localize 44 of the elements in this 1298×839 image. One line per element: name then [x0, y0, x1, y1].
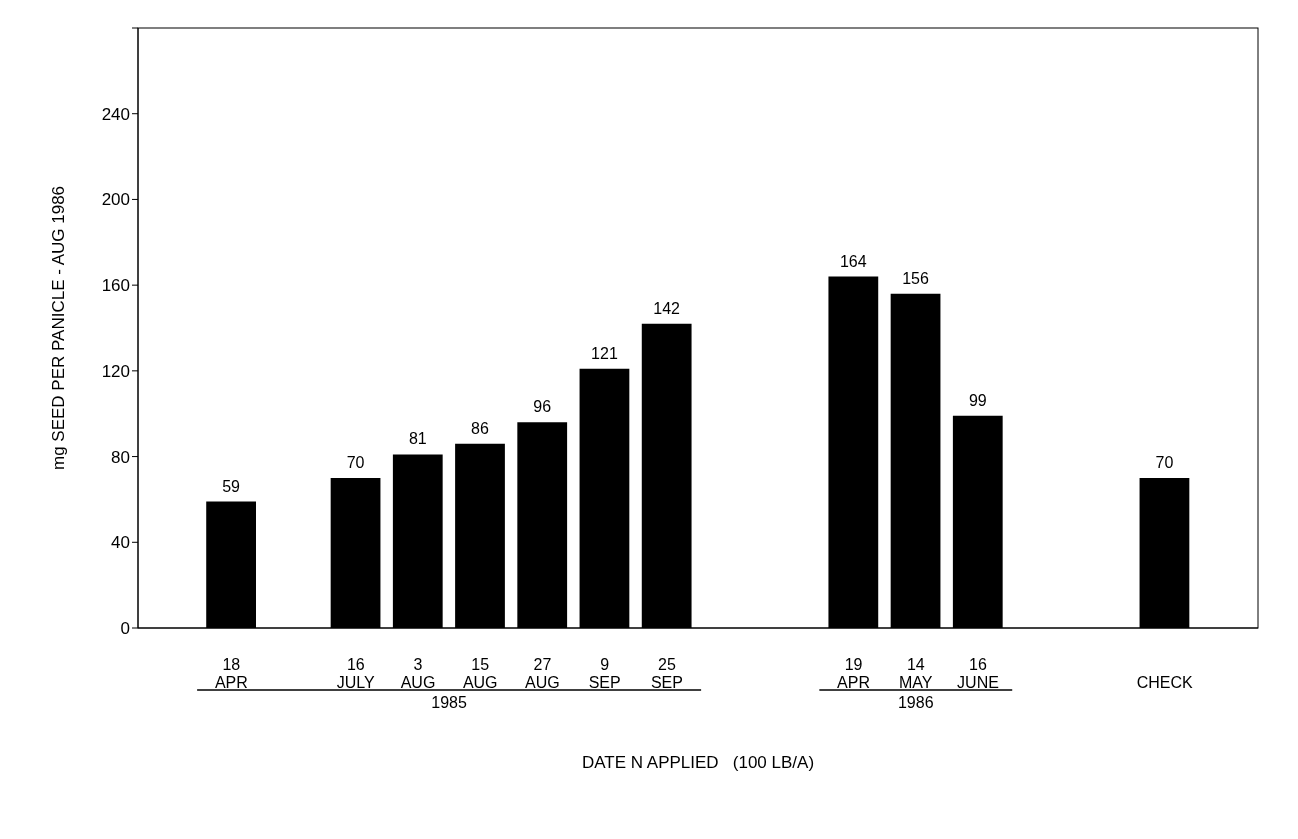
x-tick-label: 15 AUG: [462, 656, 498, 691]
y-tick-label: 160: [101, 276, 130, 296]
x-tick-label: 9 SEP: [588, 656, 621, 691]
x-tick-label: 25 SEP: [650, 656, 683, 691]
bar: [952, 415, 1003, 628]
y-axis-title: mg SEED PER PANICLE - AUG 1986: [49, 185, 69, 471]
x-tick-label: 14 MAY: [899, 656, 933, 691]
y-tick-label: 80: [111, 447, 130, 467]
x-tick-label: 16 JULY: [336, 656, 376, 691]
x-tick-label: 16 JUNE: [957, 656, 999, 691]
data-label: 70: [346, 454, 365, 471]
bar: [828, 276, 879, 628]
bar: [641, 323, 692, 628]
data-label: 121: [591, 344, 618, 362]
bar: [579, 368, 630, 628]
bar: [455, 443, 505, 628]
text: 1985: [431, 694, 468, 711]
y-tick-label: 120: [101, 361, 130, 381]
y-tick-label: 40: [111, 533, 130, 553]
bar: [206, 501, 256, 628]
x-axis-title: DATE N APPLIED (100 LB/A): [581, 753, 815, 772]
y-tick-label: 200: [101, 190, 130, 210]
bar: [392, 454, 443, 628]
data-label: 86: [471, 419, 489, 437]
data-label: 142: [653, 299, 681, 317]
y-tick-label: 0: [120, 619, 130, 639]
x-tick-label: 3 AUG: [400, 656, 436, 691]
data-label: 164: [839, 252, 867, 270]
x-tick-label: 27 AUG: [525, 656, 560, 691]
data-label: 99: [968, 391, 987, 409]
x-tick-label: 19 APR: [837, 656, 871, 691]
data-label: 59: [222, 477, 241, 495]
data-label: 96: [533, 398, 552, 416]
x-tick-label: 18 APR: [214, 656, 248, 691]
data-label: 81: [408, 430, 427, 448]
bar: [890, 293, 941, 628]
data-label: 156: [902, 269, 929, 287]
x-tick-label: CHECK: [1136, 674, 1193, 691]
bar: [517, 422, 568, 628]
bar: [1139, 478, 1190, 628]
bar: [330, 478, 381, 628]
text: 1986: [897, 694, 934, 711]
y-tick-label: 240: [101, 104, 130, 124]
data-label: 70: [1155, 454, 1174, 471]
